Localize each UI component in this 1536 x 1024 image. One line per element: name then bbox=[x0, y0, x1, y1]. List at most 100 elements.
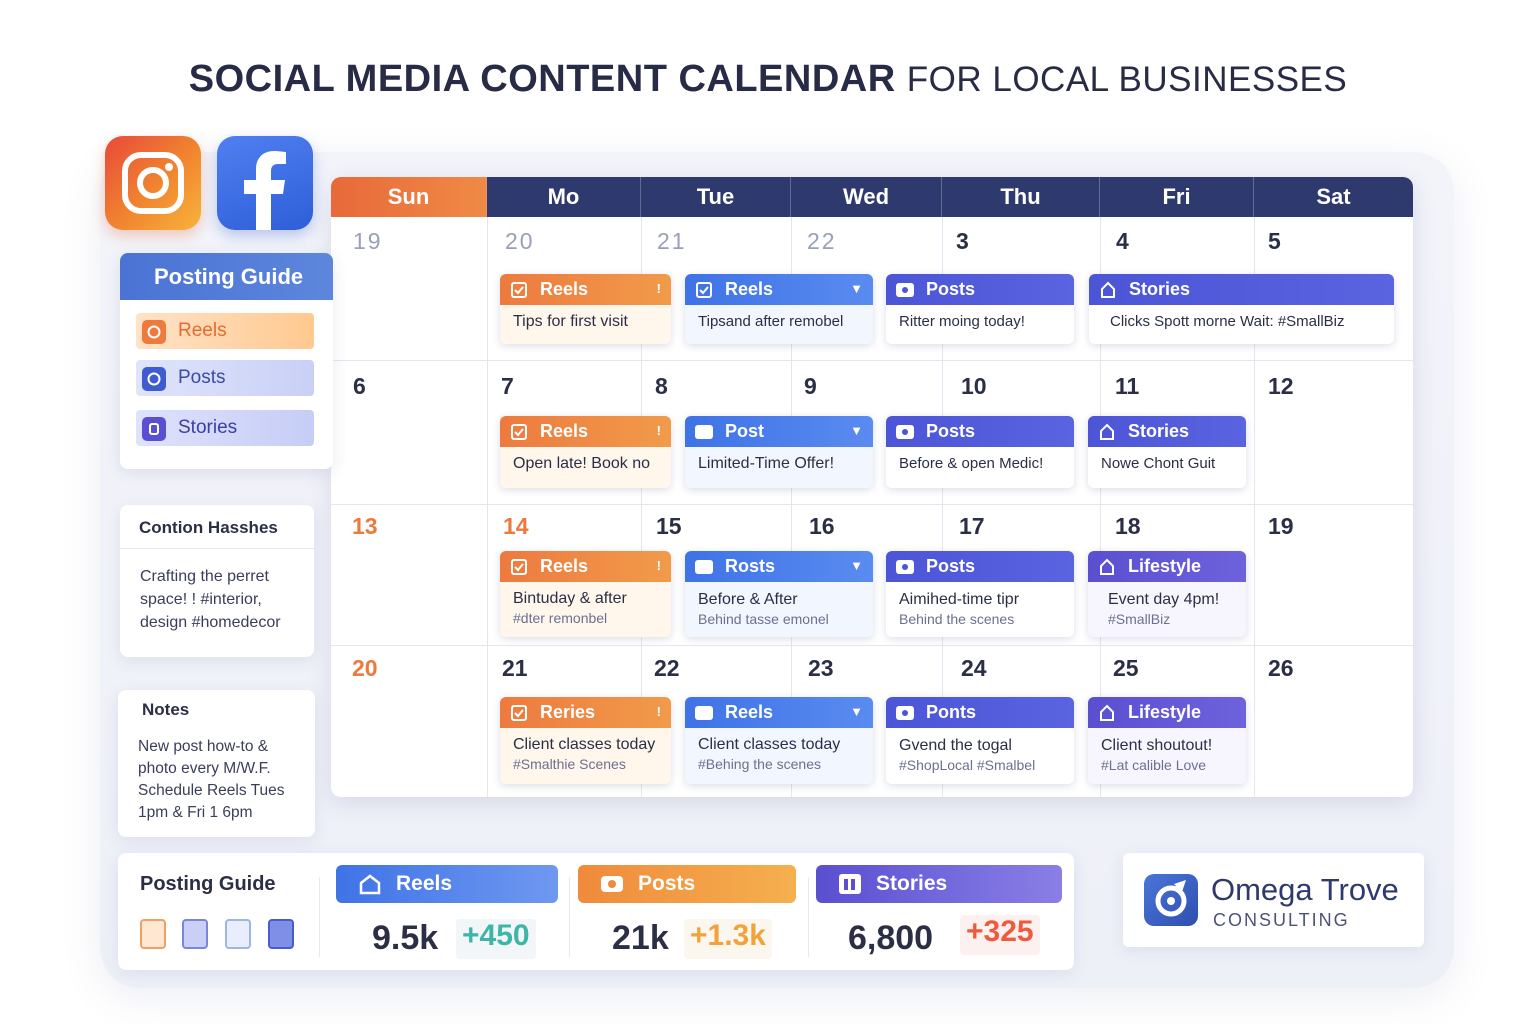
day-header-tue: Tue bbox=[641, 177, 791, 217]
lifestyle-icon bbox=[1098, 704, 1116, 722]
facebook-icon[interactable] bbox=[217, 136, 313, 230]
day-number[interactable]: 20 bbox=[505, 228, 535, 254]
chevron-down-icon[interactable]: ▼ bbox=[850, 558, 863, 573]
card-header: Posts bbox=[886, 274, 1074, 305]
day-number[interactable]: 5 bbox=[1268, 228, 1281, 254]
stat-label-stories[interactable]: Stories bbox=[816, 865, 1062, 903]
day-number[interactable]: 9 bbox=[804, 373, 817, 399]
day-number[interactable]: 4 bbox=[1116, 228, 1129, 254]
swatch-lifestyle[interactable] bbox=[268, 919, 294, 949]
day-number[interactable]: 22 bbox=[654, 655, 680, 681]
post-card[interactable]: Reels! Tips for first visit bbox=[500, 274, 671, 344]
day-number[interactable]: 19 bbox=[353, 228, 383, 254]
stat-label-reels[interactable]: Reels bbox=[336, 865, 558, 903]
post-card[interactable]: Lifestyle Client shoutout! #Lat calible L… bbox=[1088, 697, 1246, 784]
post-card[interactable]: Posts Aimihed-time tipr Behind the scenes bbox=[886, 551, 1074, 637]
card-text: Ritter moing today! bbox=[899, 313, 1025, 330]
day-number[interactable]: 10 bbox=[961, 373, 987, 399]
card-text: Before & After Behind tasse emonel bbox=[685, 582, 873, 637]
stat-delta-posts: +1.3k bbox=[684, 919, 772, 959]
card-text: Aimihed-time tipr Behind the scenes bbox=[899, 591, 1020, 627]
post-card[interactable]: Lifestyle Event day 4pm! #SmallBiz bbox=[1088, 551, 1246, 637]
post-card[interactable]: Reels ▼ Client classes today #Behing the s… bbox=[685, 697, 873, 784]
guide-item-reels[interactable]: Reels bbox=[136, 313, 314, 349]
checkbox-icon[interactable] bbox=[695, 281, 713, 299]
card-text: Limited-Time Offer! bbox=[685, 447, 873, 488]
checkbox-icon[interactable] bbox=[510, 704, 528, 722]
divider bbox=[120, 548, 314, 549]
day-number[interactable]: 17 bbox=[959, 513, 985, 539]
day-number[interactable]: 26 bbox=[1268, 655, 1294, 681]
image-icon bbox=[896, 423, 914, 441]
day-header-sat: Sat bbox=[1254, 177, 1413, 217]
day-number[interactable]: 13 bbox=[352, 513, 378, 539]
day-number[interactable]: 25 bbox=[1113, 655, 1139, 681]
swatch-stories[interactable] bbox=[225, 919, 251, 949]
grid-line bbox=[1100, 217, 1101, 797]
day-number[interactable]: 16 bbox=[809, 513, 835, 539]
stories-icon bbox=[1099, 281, 1117, 299]
checkbox-icon[interactable] bbox=[510, 423, 528, 441]
stat-label-posts[interactable]: Posts bbox=[578, 865, 796, 903]
post-card[interactable]: Post ▼ Limited-Time Offer! bbox=[685, 416, 873, 488]
post-card[interactable]: Stories Clicks Spott morne Wait: #SmallB… bbox=[1089, 274, 1394, 344]
brand-card: Omega Trove CONSULTING bbox=[1123, 853, 1424, 947]
day-number[interactable]: 14 bbox=[503, 513, 529, 539]
card-header: Post ▼ bbox=[685, 416, 873, 447]
day-number[interactable]: 24 bbox=[961, 655, 987, 681]
post-card[interactable]: Reels! Bintuday & after #dter remonbel bbox=[500, 551, 671, 637]
reels-icon bbox=[358, 873, 382, 895]
post-card[interactable]: Rosts ▼ Before & After Behind tasse emonel bbox=[685, 551, 873, 637]
post-card[interactable]: Stories Nowe Chont Guit bbox=[1088, 416, 1246, 488]
chevron-down-icon[interactable]: ▼ bbox=[850, 281, 863, 296]
guide-item-posts[interactable]: Posts bbox=[136, 360, 314, 396]
checkbox-icon[interactable] bbox=[510, 281, 528, 299]
card-text: Client classes today #Behing the scenes bbox=[685, 728, 873, 784]
day-number[interactable]: 19 bbox=[1268, 513, 1294, 539]
post-card[interactable]: Reries! Client classes today #Smalthie Sc… bbox=[500, 697, 671, 784]
day-number[interactable]: 22 bbox=[807, 228, 837, 254]
day-header-wed: Wed bbox=[791, 177, 942, 217]
caption-panel: Contion Hasshes Crafting the perret spac… bbox=[120, 505, 314, 657]
day-number[interactable]: 6 bbox=[353, 373, 366, 399]
day-number[interactable]: 21 bbox=[657, 228, 687, 254]
day-number[interactable]: 7 bbox=[501, 373, 514, 399]
stat-value-reels: 9.5k bbox=[372, 919, 439, 957]
post-card[interactable]: Posts Before & open Medic! bbox=[886, 416, 1074, 488]
notes-text: New post how-to & photo every M/W.F. Sch… bbox=[138, 738, 285, 821]
card-header: Reels ▼ bbox=[685, 697, 873, 728]
day-number[interactable]: 12 bbox=[1268, 373, 1294, 399]
guide-item-stories[interactable]: Stories bbox=[136, 410, 314, 446]
chevron-down-icon[interactable]: ▼ bbox=[850, 423, 863, 438]
card-text: Tipsand after remobel bbox=[685, 305, 873, 344]
notes-title: Notes bbox=[142, 700, 190, 719]
day-number[interactable]: 23 bbox=[808, 655, 834, 681]
day-number[interactable]: 18 bbox=[1115, 513, 1141, 539]
post-card[interactable]: Reels ▼ Tipsand after remobel bbox=[685, 274, 873, 344]
grid-line bbox=[791, 217, 792, 797]
swatch-reels[interactable] bbox=[140, 919, 166, 949]
card-text: Event day 4pm! #SmallBiz bbox=[1088, 582, 1246, 637]
card-text: Bintuday & after #dter remonbel bbox=[500, 582, 671, 637]
day-number[interactable]: 20 bbox=[352, 655, 378, 681]
image-icon bbox=[695, 423, 713, 441]
chevron-down-icon[interactable]: ▼ bbox=[850, 704, 863, 719]
stats-panel: Posting Guide Reels 9.5k +450 Posts 21k … bbox=[118, 853, 1074, 970]
post-card[interactable]: Reels! Open late! Book no bbox=[500, 416, 671, 488]
day-number[interactable]: 8 bbox=[655, 373, 668, 399]
day-number[interactable]: 15 bbox=[656, 513, 682, 539]
title-bold: SOCIAL MEDIA CONTENT CALENDAR bbox=[188, 58, 896, 100]
swatch-posts[interactable] bbox=[182, 919, 208, 949]
checkbox-icon[interactable] bbox=[510, 558, 528, 576]
post-card[interactable]: Ponts Gvend the togal #ShopLocal #Smalbel bbox=[886, 697, 1074, 784]
instagram-icon[interactable] bbox=[105, 136, 201, 230]
post-card[interactable]: Posts Ritter moing today! bbox=[886, 274, 1074, 344]
image-icon bbox=[896, 704, 914, 722]
posting-guide-title: Posting Guide bbox=[120, 253, 333, 300]
brand-name: Omega Trove bbox=[1211, 872, 1399, 907]
day-number[interactable]: 21 bbox=[502, 655, 528, 681]
day-number[interactable]: 11 bbox=[1115, 373, 1140, 399]
card-header: Reels ▼ bbox=[685, 274, 873, 305]
grid-line bbox=[487, 217, 488, 797]
day-number[interactable]: 3 bbox=[956, 228, 969, 254]
